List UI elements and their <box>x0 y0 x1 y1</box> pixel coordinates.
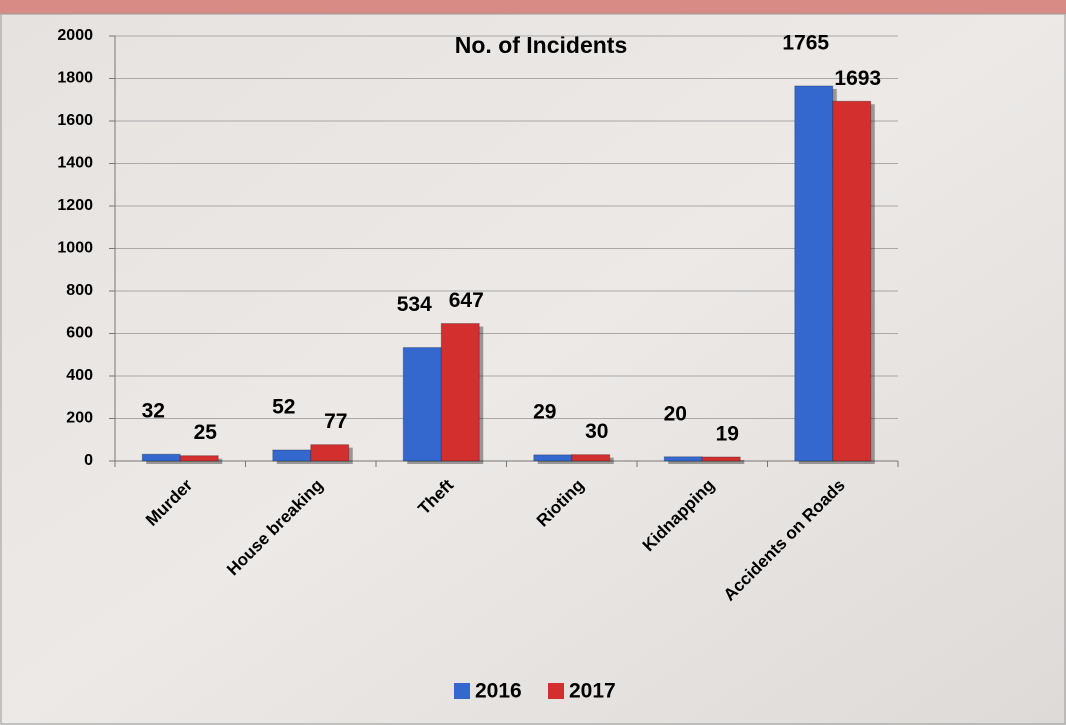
bar <box>794 85 834 462</box>
top-strip <box>0 0 1066 14</box>
data-label: 25 <box>194 421 218 444</box>
bar <box>310 444 350 462</box>
data-label: 30 <box>585 420 608 443</box>
y-tick-label: 1000 <box>57 240 93 257</box>
bar-shadow <box>668 459 707 464</box>
bar <box>272 449 312 462</box>
y-tick-label: 1800 <box>57 70 93 87</box>
bar <box>701 456 741 462</box>
legend-label: 2017 <box>569 680 616 703</box>
bar <box>533 454 573 462</box>
bar-shadow <box>706 459 745 464</box>
y-tick-label: 1600 <box>57 112 93 129</box>
data-label: 647 <box>449 289 484 312</box>
bar <box>402 347 442 462</box>
data-label: 19 <box>716 423 739 446</box>
y-tick-label: 0 <box>84 452 93 469</box>
y-tick-label: 200 <box>66 410 93 427</box>
y-tick-label: 800 <box>66 282 93 299</box>
data-label: 52 <box>272 395 295 418</box>
bar <box>663 456 703 462</box>
legend-swatch <box>548 683 564 699</box>
data-label: 77 <box>324 410 347 433</box>
bar <box>141 453 181 462</box>
chart-border <box>0 13 1066 725</box>
data-label: 32 <box>142 400 165 423</box>
data-label: 1693 <box>834 67 881 90</box>
data-label: 29 <box>533 400 556 423</box>
data-label: 20 <box>664 402 687 425</box>
legend-swatch <box>454 683 470 699</box>
data-label: 1765 <box>782 31 829 54</box>
bar <box>179 455 219 462</box>
bar <box>571 454 611 462</box>
y-tick-label: 400 <box>66 367 93 384</box>
y-tick-label: 1400 <box>57 155 93 172</box>
bar <box>440 323 480 462</box>
legend-label: 2016 <box>475 680 522 703</box>
bar <box>832 100 872 462</box>
y-tick-label: 1200 <box>57 197 93 214</box>
y-tick-label: 600 <box>66 325 93 342</box>
y-tick-label: 2000 <box>57 27 93 44</box>
data-label: 534 <box>397 293 432 316</box>
bar-shadow <box>184 458 223 464</box>
